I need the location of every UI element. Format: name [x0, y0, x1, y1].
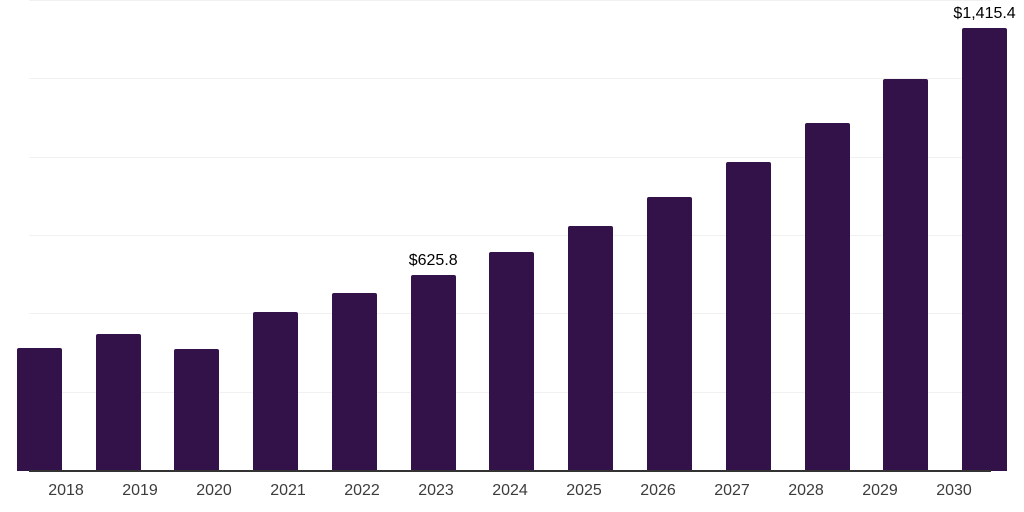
bar-slot [788, 0, 867, 471]
x-axis-tick-label: 2018 [48, 482, 84, 499]
x-axis-tick-label: 2025 [566, 482, 602, 499]
x-axis-tick-label: 2023 [418, 482, 454, 499]
x-axis-labels: 2018 2019 2020 2021 2022 2023 2024 2025 2026 2027… [29, 481, 991, 500]
bar-2024 [489, 251, 535, 471]
bar-slot [866, 0, 945, 471]
bar-slot [236, 0, 315, 471]
x-axis-tick-label: 2029 [862, 482, 898, 499]
x-axis-tick-label: 2026 [640, 482, 676, 499]
x-axis-tick-label: 2022 [344, 482, 380, 499]
bar-2019 [95, 333, 141, 471]
gridline [29, 0, 991, 1]
bar-slot [473, 0, 552, 471]
gridline [29, 156, 991, 158]
bar-slots: $625.8 $1,415.4 [0, 0, 1024, 471]
bar-value-label: $625.8 [408, 251, 458, 269]
bar-2020 [174, 348, 220, 471]
x-axis-tick-label: 2021 [270, 482, 306, 499]
x-axis-tick-label: 2020 [196, 482, 232, 499]
bar-2018 [16, 348, 62, 471]
x-axis-tick-label: 2030 [936, 482, 972, 499]
bar-slot [315, 0, 394, 471]
x-axis-tick-label: 2027 [714, 482, 750, 499]
gridline [29, 235, 991, 236]
bar-2022 [331, 293, 377, 471]
bar-2027 [725, 162, 771, 471]
x-axis-tick-label: 2019 [122, 482, 158, 499]
x-axis-line [29, 470, 991, 472]
x-axis-tick-label: 2028 [788, 482, 824, 499]
bar-slot [158, 0, 237, 471]
bar-slot: $625.8 [394, 0, 473, 471]
bar-value-label: $1,415.4 [953, 4, 1016, 22]
bar-slot [709, 0, 788, 471]
bar-2026 [647, 197, 692, 471]
bar-slot [630, 0, 709, 471]
bar-2025 [568, 225, 614, 471]
gridline [29, 78, 991, 80]
bar-slot [79, 0, 158, 471]
bar-2023 [410, 274, 456, 471]
x-axis-tick-label: 2024 [492, 482, 528, 499]
bar-slot: $1,415.4 [945, 0, 1024, 471]
bar-slot [0, 0, 79, 471]
bar-2030 [962, 27, 1008, 471]
bar-slot [551, 0, 630, 471]
bar-2029 [883, 79, 929, 471]
bar-2021 [253, 312, 299, 471]
bar-2028 [804, 123, 850, 471]
